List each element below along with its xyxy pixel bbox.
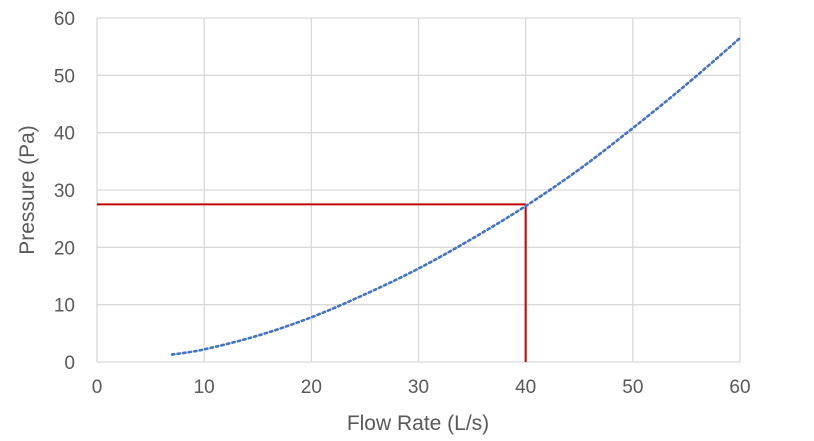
x-axis-title: Flow Rate (L/s) — [347, 412, 489, 435]
x-tick-label: 0 — [92, 377, 103, 398]
x-tick-labels: 0 10 20 30 40 50 60 — [92, 377, 751, 398]
chart-grid — [96, 17, 741, 363]
x-tick-label: 60 — [729, 377, 750, 398]
x-tick-label: 10 — [194, 377, 215, 398]
y-tick-label: 20 — [54, 238, 75, 259]
y-axis-title: Pressure (Pa) — [16, 125, 39, 255]
y-tick-label: 60 — [54, 9, 75, 30]
y-tick-labels: 0 10 20 30 40 50 60 — [54, 9, 75, 374]
x-tick-label: 30 — [408, 377, 429, 398]
y-tick-label: 50 — [54, 66, 75, 87]
series-layer — [170, 36, 742, 356]
x-tick-label: 50 — [622, 377, 643, 398]
x-tick-label: 40 — [515, 377, 536, 398]
series-line — [170, 36, 742, 356]
y-tick-label: 30 — [54, 181, 75, 202]
y-tick-label: 0 — [64, 353, 75, 374]
y-tick-label: 40 — [54, 124, 75, 145]
reference-lines — [97, 203, 527, 362]
x-tick-label: 20 — [301, 377, 322, 398]
y-tick-label: 10 — [54, 296, 75, 317]
